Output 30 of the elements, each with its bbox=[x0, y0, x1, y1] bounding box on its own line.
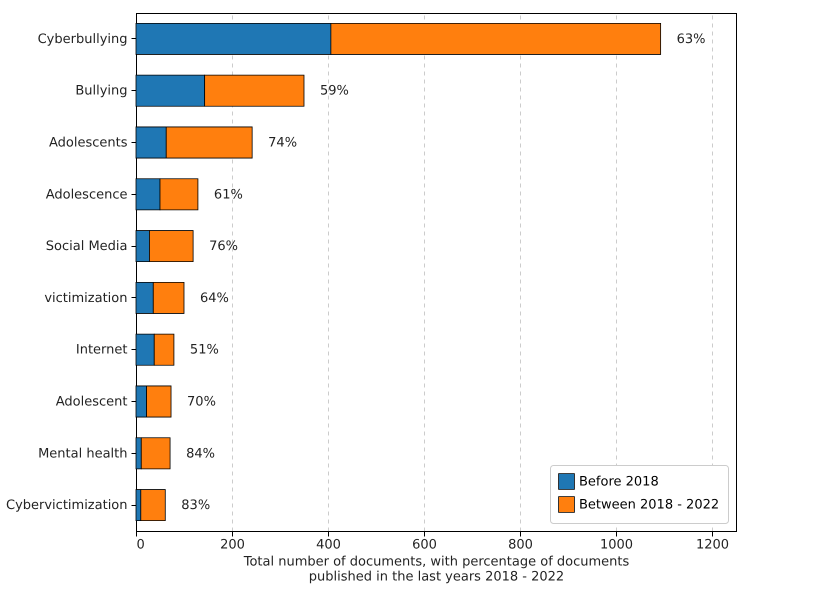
x-tick-label: 600 bbox=[412, 538, 437, 552]
y-tick-label: Cybervictimization bbox=[6, 498, 128, 514]
y-tick-label: Social Media bbox=[46, 239, 128, 254]
annotation: 63% bbox=[676, 32, 706, 47]
x-tick-label: 1000 bbox=[600, 538, 634, 552]
x-tick-label: 400 bbox=[316, 538, 341, 552]
legend-label: Between 2018 - 2022 bbox=[579, 498, 720, 512]
y-tick-label: Internet bbox=[76, 342, 128, 358]
y-tick-label: Cyberbullying bbox=[38, 32, 128, 47]
y-tick-label: Bullying bbox=[75, 84, 128, 99]
annotation: 59% bbox=[320, 84, 349, 99]
annotation: 70% bbox=[187, 394, 216, 410]
annotation: 51% bbox=[190, 342, 219, 358]
y-tick-label: Adolescent bbox=[56, 394, 128, 410]
y-tick-label: victimization bbox=[44, 290, 128, 306]
y-tick-label: Mental health bbox=[38, 446, 128, 462]
legend-label: Before 2018 bbox=[579, 474, 659, 490]
x-axis-title: Total number of documents, with percentage of documents published in the last years 2018 - 2022 bbox=[242, 554, 630, 584]
annotation: 83% bbox=[181, 498, 210, 514]
annotation: 76% bbox=[209, 239, 238, 254]
annotation: 74% bbox=[268, 136, 298, 150]
y-tick-label: Adolescence bbox=[46, 187, 128, 202]
annotation: 84% bbox=[186, 446, 215, 462]
annotation: 61% bbox=[214, 187, 243, 202]
annotation: 64% bbox=[200, 290, 229, 306]
y-tick-label: Adolescents bbox=[48, 136, 128, 150]
x-tick-label: 0 bbox=[136, 538, 145, 552]
x-tick-label: 1200 bbox=[696, 538, 730, 552]
x-tick-label: 800 bbox=[508, 538, 533, 552]
x-tick-label: 200 bbox=[220, 538, 245, 552]
